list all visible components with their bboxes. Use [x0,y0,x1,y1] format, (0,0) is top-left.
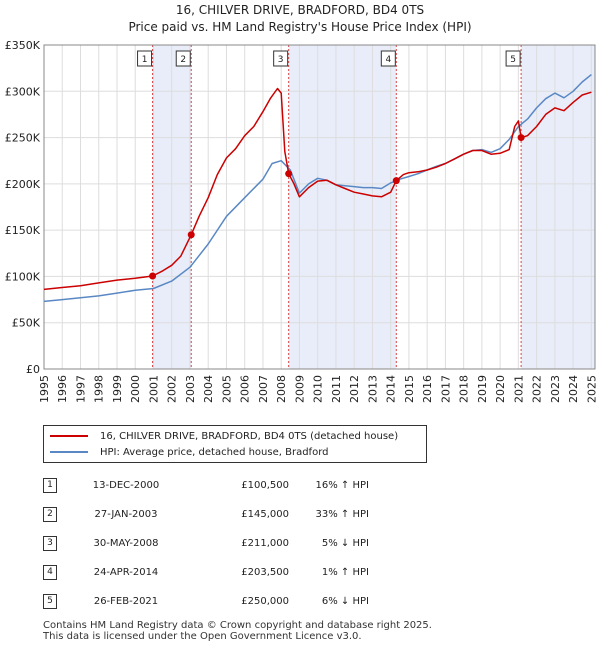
x-tick-label: 2025 [585,375,598,403]
y-tick-label: £250K [5,132,41,145]
x-tick-label: 2017 [439,375,452,403]
sale-price: £203,500 [241,567,289,578]
x-tick-label: 1999 [111,375,124,403]
sale-number-label: 3 [278,55,284,65]
x-tick-label: 2002 [166,375,179,403]
sale-number-label: 1 [142,55,148,65]
sale-date: 13-DEC-2000 [92,480,160,491]
legend-label-hpi: HPI: Average price, detached house, Brad… [100,446,329,458]
chart-title-line1: 16, CHILVER DRIVE, BRADFORD, BD4 0TS [175,3,425,17]
table-row: 4 24-APR-2014 £203,500 1% ↑ HPI [43,558,369,587]
x-tick-label: 1996 [56,375,69,403]
sale-date: 24-APR-2014 [93,567,159,578]
sale-price: £100,500 [241,480,289,491]
sale-point [285,170,293,178]
x-tick-label: 2004 [202,375,215,403]
chart-title: 16, CHILVER DRIVE, BRADFORD, BD4 0TS Pri… [0,2,600,36]
sale-hpi-diff: 6% ↓ HPI [321,596,369,607]
sale-number-label: 5 [510,55,516,65]
sale-number-box [175,50,191,67]
sale-number-label: 2 [180,55,186,65]
y-tick-label: £100K [5,270,41,283]
sale-price: £250,000 [241,596,289,607]
table-row: 5 26-FEB-2021 £250,000 6% ↓ HPI [43,587,369,616]
x-tick-label: 2011 [330,375,343,403]
sale-number-box [505,50,521,67]
x-tick-label: 2009 [293,375,306,403]
legend-label-property: 16, CHILVER DRIVE, BRADFORD, BD4 0TS (de… [100,430,399,442]
x-tick-label: 2012 [348,375,361,403]
hpi-series-line [43,74,592,303]
sale-number-label: 4 [385,55,391,65]
sale-hpi-diff: 5% ↓ HPI [321,538,369,549]
table-row: 2 27-JAN-2003 £145,000 33% ↑ HPI [43,500,369,529]
table-row: 3 30-MAY-2008 £211,000 5% ↓ HPI [43,529,369,558]
legend-entry-hpi: HPI: Average price, detached house, Brad… [50,444,328,460]
x-tick-label: 2010 [312,375,325,403]
sale-number-badge: 3 [43,536,57,551]
x-tick-label: 2023 [549,375,562,403]
legend-entry-property: 16, CHILVER DRIVE, BRADFORD, BD4 0TS (de… [50,428,398,444]
y-tick-label: £300K [5,85,41,98]
x-tick-label: 2015 [403,375,416,403]
footer-line2: This data is licensed under the Open Gov… [43,631,362,642]
sale-date: 27-JAN-2003 [94,509,158,520]
x-tick-label: 2016 [421,375,434,403]
x-tick-label: 2008 [275,375,288,403]
y-tick-label: £0 [26,363,40,376]
sale-hpi-diff: 16% ↑ HPI [315,480,369,491]
y-tick-label: £200K [5,178,41,191]
table-row: 1 13-DEC-2000 £100,500 16% ↑ HPI [43,471,369,500]
sale-number-badge: 4 [43,565,57,580]
sale-number-box [380,50,396,67]
sale-price: £145,000 [241,509,289,520]
y-tick-label: £350K [5,39,41,52]
sale-number-badge: 1 [43,478,57,493]
sale-point [187,231,195,239]
sale-number-box [137,50,153,67]
sale-point [149,272,157,280]
x-tick-label: 1995 [38,375,51,403]
footer-note: Contains HM Land Registry data © Crown c… [43,620,432,642]
x-tick-label: 2007 [257,375,270,403]
x-tick-label: 2019 [476,375,489,403]
sale-point [392,177,400,185]
x-tick-label: 2024 [567,375,580,403]
sale-number-badge: 2 [43,507,57,522]
x-tick-label: 1998 [93,375,106,403]
x-tick-label: 2006 [239,375,252,403]
sale-point [517,134,525,142]
x-tick-label: 2022 [531,375,544,403]
footer-line1: Contains HM Land Registry data © Crown c… [43,620,432,631]
sale-date: 30-MAY-2008 [93,538,159,549]
sale-number-badge: 5 [43,594,57,609]
chart-title-line2: Price paid vs. HM Land Registry's House … [128,20,472,34]
x-tick-label: 2018 [458,375,471,403]
x-tick-label: 2021 [512,375,525,403]
sale-date: 26-FEB-2021 [93,596,159,607]
sales-table: 1 13-DEC-2000 £100,500 16% ↑ HPI 2 27-JA… [43,471,369,616]
sale-price: £211,000 [241,538,289,549]
y-tick-label: £50K [12,317,41,330]
legend: 16, CHILVER DRIVE, BRADFORD, BD4 0TS (de… [43,425,427,463]
x-tick-label: 2014 [385,375,398,403]
y-tick-label: £150K [5,224,41,237]
x-tick-label: 1997 [74,375,87,403]
plot-frame [43,44,596,370]
legend-line-property [50,435,88,437]
sale-hpi-diff: 1% ↑ HPI [321,567,369,578]
sale-number-box [273,50,289,67]
x-tick-label: 2020 [494,375,507,403]
shaded-period [521,45,595,369]
shaded-period [288,45,397,369]
x-tick-label: 2005 [220,375,233,403]
x-tick-label: 2001 [147,375,160,403]
legend-line-hpi [50,451,88,453]
x-tick-label: 2013 [366,375,379,403]
x-tick-label: 2003 [184,375,197,403]
x-tick-label: 2000 [129,375,142,403]
sale-hpi-diff: 33% ↑ HPI [315,509,369,520]
price-chart: £0 £50K £100K £150K £200K £250K £300K £350K 1995… [5,39,599,403]
